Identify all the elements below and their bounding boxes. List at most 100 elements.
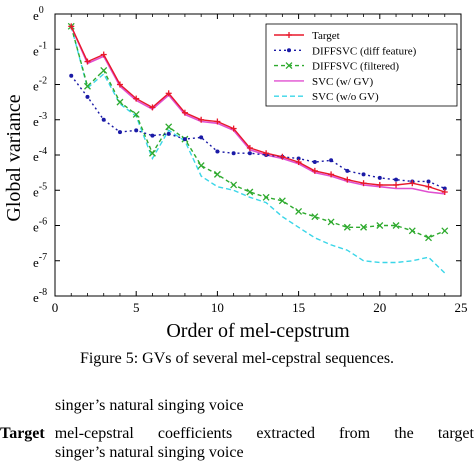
definition-term: Target bbox=[0, 425, 45, 442]
y-tick-exponent: -8 bbox=[39, 287, 47, 298]
definition-line: Target mel-cepstral coefficients extracted… bbox=[0, 425, 474, 443]
point-marker bbox=[199, 135, 204, 140]
point-marker bbox=[394, 177, 399, 182]
point-marker bbox=[425, 234, 432, 242]
point-marker bbox=[376, 222, 384, 229]
point-marker bbox=[230, 181, 238, 189]
point-marker bbox=[345, 168, 350, 173]
y-tick-exponent: -2 bbox=[39, 76, 47, 87]
y-tick-label: e-4 bbox=[33, 146, 47, 164]
point-marker bbox=[166, 131, 171, 136]
series-line bbox=[70, 75, 446, 190]
series-0 bbox=[68, 23, 448, 196]
series-4 bbox=[70, 26, 446, 274]
point-marker bbox=[84, 82, 91, 90]
point-marker bbox=[231, 151, 236, 156]
legend-label: Target bbox=[312, 30, 340, 42]
x-tick-label: 10 bbox=[211, 300, 224, 315]
y-tick-label: e-6 bbox=[33, 217, 47, 235]
y-tick-exponent: -1 bbox=[39, 40, 47, 51]
definition-word: coefficients bbox=[157, 425, 233, 442]
legend-entry: DIFFSVC (filtered) bbox=[274, 61, 399, 73]
definition-word: mel-cepstral bbox=[54, 425, 134, 442]
x-tick-label: 25 bbox=[455, 300, 468, 315]
point-marker bbox=[132, 111, 140, 118]
point-marker bbox=[134, 128, 139, 133]
figure-caption: Figure 5: GVs of several mel-cepstral se… bbox=[79, 350, 395, 367]
point-marker bbox=[377, 175, 382, 180]
y-tick-exponent: -4 bbox=[39, 146, 47, 157]
point-marker bbox=[392, 222, 400, 229]
point-marker bbox=[116, 98, 124, 106]
legend-label: SVC (w/o GV) bbox=[312, 91, 379, 103]
y-tick-label: e-8 bbox=[33, 287, 47, 305]
point-marker bbox=[426, 179, 431, 184]
point-marker bbox=[117, 130, 122, 135]
x-tick-label: 0 bbox=[52, 300, 59, 315]
y-tick-exponent: 0 bbox=[39, 5, 44, 16]
y-tick-base: e bbox=[33, 8, 39, 23]
y-tick-base: e bbox=[33, 290, 39, 305]
point-marker bbox=[311, 213, 319, 221]
point-marker bbox=[312, 160, 317, 165]
point-marker bbox=[343, 223, 351, 231]
y-tick-base: e bbox=[33, 255, 39, 270]
point-marker bbox=[278, 197, 286, 205]
y-tick-base: e bbox=[33, 114, 39, 129]
x-tick-label: 20 bbox=[373, 300, 386, 315]
x-tick-label: 5 bbox=[133, 300, 140, 315]
y-tick-base: e bbox=[33, 43, 39, 58]
point-marker bbox=[285, 62, 293, 70]
legend-entry: SVC (w/o GV) bbox=[274, 91, 379, 103]
definition-text: mel-cepstral coefficients extracted from the… bbox=[55, 425, 474, 443]
point-marker bbox=[165, 123, 173, 131]
point-marker bbox=[247, 151, 252, 156]
point-marker bbox=[213, 170, 221, 178]
y-axis-title: Global variance bbox=[3, 94, 25, 221]
point-marker bbox=[327, 218, 335, 226]
legend-label: SVC (w/ GV) bbox=[312, 76, 373, 88]
definition-word: from bbox=[339, 425, 371, 442]
body-text-line: singer’s natural singing voice bbox=[55, 397, 244, 414]
y-tick-label: e0 bbox=[33, 5, 44, 23]
point-marker bbox=[408, 227, 416, 235]
y-tick-exponent: -6 bbox=[39, 217, 47, 228]
legend-entry: DIFFSVC (diff feature) bbox=[274, 45, 417, 57]
legend: Target DIFFSVC (diff feature) DIFFSVC (fil… bbox=[265, 23, 458, 107]
y-tick-base: e bbox=[33, 149, 39, 164]
point-marker bbox=[215, 149, 220, 154]
legend-label: DIFFSVC (diff feature) bbox=[312, 45, 417, 57]
point-marker bbox=[150, 133, 155, 138]
series-line bbox=[70, 26, 446, 274]
definition-continued-line: singer’s natural singing voice bbox=[55, 444, 244, 461]
x-axis-title: Order of mel-cepstrum bbox=[166, 320, 350, 342]
y-tick-base: e bbox=[33, 220, 39, 235]
point-marker bbox=[296, 156, 301, 161]
y-tick-label: e-1 bbox=[33, 40, 47, 58]
point-marker bbox=[69, 73, 74, 78]
point-marker bbox=[441, 227, 449, 235]
x-tick-label: 15 bbox=[292, 300, 305, 315]
legend-entry: SVC (w/ GV) bbox=[274, 76, 373, 88]
series-line bbox=[70, 26, 446, 239]
point-marker bbox=[262, 193, 270, 201]
definition-word: the bbox=[394, 425, 414, 442]
point-marker bbox=[287, 48, 291, 53]
y-tick-exponent: -3 bbox=[39, 111, 47, 122]
point-marker bbox=[182, 137, 187, 142]
y-tick-exponent: -5 bbox=[39, 181, 47, 192]
point-marker bbox=[148, 149, 156, 157]
y-tick-label: e-5 bbox=[33, 181, 47, 199]
y-tick-base: e bbox=[33, 184, 39, 199]
definition-word: extracted bbox=[256, 425, 315, 442]
point-marker bbox=[361, 172, 366, 177]
series-2 bbox=[67, 22, 449, 242]
point-marker bbox=[100, 66, 108, 74]
point-marker bbox=[197, 162, 205, 170]
point-marker bbox=[442, 186, 447, 191]
legend-entry: Target bbox=[274, 30, 340, 42]
point-marker bbox=[329, 158, 334, 163]
series-layer bbox=[67, 22, 449, 274]
series-1 bbox=[69, 73, 447, 191]
